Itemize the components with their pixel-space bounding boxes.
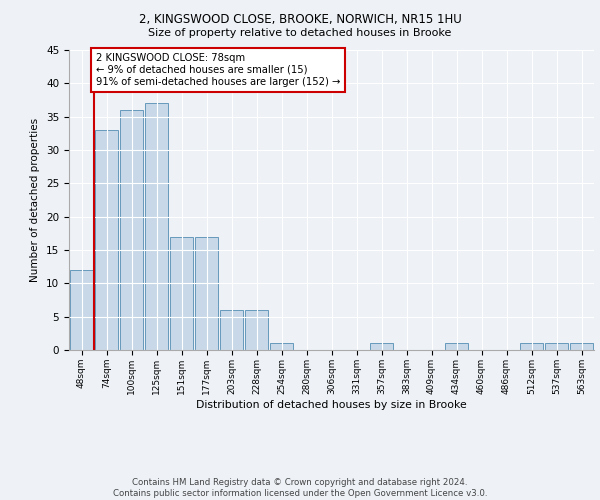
Bar [119,110,143,350]
Bar [194,236,218,350]
Bar [269,344,293,350]
Text: Size of property relative to detached houses in Brooke: Size of property relative to detached ho… [148,28,452,38]
Bar [545,344,568,350]
Y-axis label: Number of detached properties: Number of detached properties [31,118,40,282]
Bar [145,104,169,350]
Bar [569,344,593,350]
Text: Contains HM Land Registry data © Crown copyright and database right 2024.
Contai: Contains HM Land Registry data © Crown c… [113,478,487,498]
Bar [445,344,469,350]
X-axis label: Distribution of detached houses by size in Brooke: Distribution of detached houses by size … [196,400,467,409]
Bar [245,310,268,350]
Bar [520,344,544,350]
Bar [220,310,244,350]
Text: 2, KINGSWOOD CLOSE, BROOKE, NORWICH, NR15 1HU: 2, KINGSWOOD CLOSE, BROOKE, NORWICH, NR1… [139,12,461,26]
Text: 2 KINGSWOOD CLOSE: 78sqm
← 9% of detached houses are smaller (15)
91% of semi-de: 2 KINGSWOOD CLOSE: 78sqm ← 9% of detache… [96,54,340,86]
Bar [170,236,193,350]
Bar [70,270,94,350]
Bar [95,130,118,350]
Bar [370,344,394,350]
